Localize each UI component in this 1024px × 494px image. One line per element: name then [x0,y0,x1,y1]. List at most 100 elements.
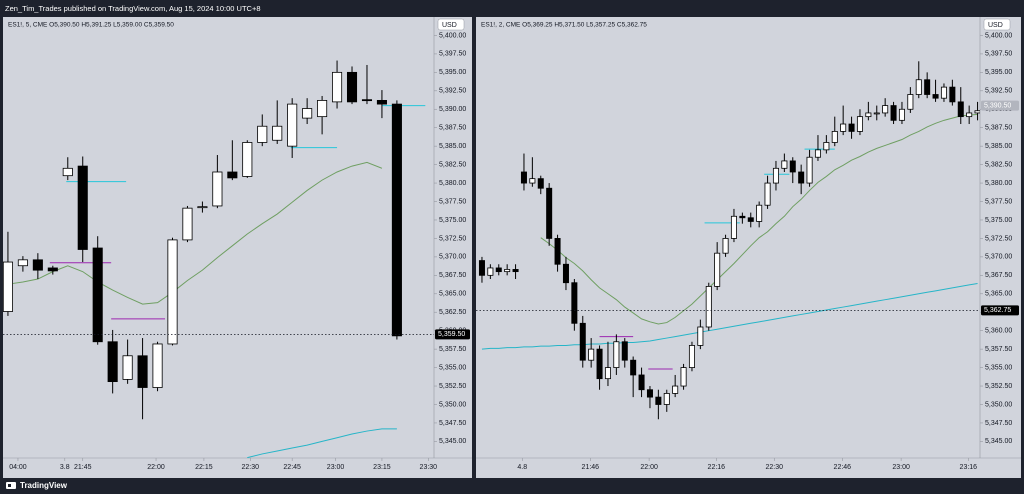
candle-body [529,178,536,184]
candle-body [302,108,313,119]
y-tick-label: 5,360.00 [985,328,1012,335]
candle-body [898,108,905,121]
y-tick-label: 5,365.00 [439,291,466,298]
currency-label: USD [988,22,1003,29]
y-tick-label: 5,375.00 [439,217,466,224]
y-tick-label: 5,382.50 [439,161,466,168]
y-tick-label: 5,387.50 [985,125,1012,132]
candle-body [932,94,939,99]
candle-body [613,341,620,368]
y-tick-label: 5,350.00 [985,401,1012,408]
header-text: Zen_Tim_Trades published on TradingView.… [5,4,261,13]
candle-body [714,252,721,287]
candle-body [856,116,863,132]
currency-label: USD [442,22,457,29]
price-label-box [435,329,470,340]
y-tick-label: 5,367.50 [985,272,1012,279]
candle-body [873,112,880,115]
candle-body [756,204,763,222]
candle-body [137,355,148,388]
plot-background [476,17,980,458]
candle-body [663,393,670,405]
y-tick-label: 5,362.50 [439,309,466,316]
y-tick-label: 5,385.00 [439,143,466,150]
y-tick-label: 5,352.50 [439,383,466,390]
moving-average [540,113,978,325]
candle-body [722,238,729,254]
y-tick-label: 5,345.00 [985,438,1012,445]
price-label-box [981,305,1019,316]
candle-body [47,267,58,272]
y-tick-label: 5,352.50 [985,383,1012,390]
candle-body [546,187,553,239]
candle-body [182,207,193,241]
x-tick-label: 22:16 [708,464,726,471]
candle-body [907,94,914,110]
footer-text: TradingView [20,481,68,490]
x-tick-label: 23:15 [373,464,391,471]
candle-body [915,79,922,95]
x-tick-label: 22:00 [640,464,658,471]
chart-panel: 5,345.00 5,347.50 5,350.00 5,352.50 5,355.00… [3,17,472,478]
y-tick-label: 5,377.50 [439,198,466,205]
candle-body [376,100,387,105]
x-tick-label: 22:30 [766,464,784,471]
y-tick-label: 5,395.00 [439,69,466,76]
candle-body [840,123,847,132]
candle-body [772,167,779,184]
candle-body [680,367,687,387]
y-tick-label: 5,357.50 [985,346,1012,353]
candle-body [672,385,679,394]
y-tick-label: 5,382.50 [985,161,1012,168]
candle-body [739,215,746,219]
y-tick-label: 5,395.00 [985,69,1012,76]
candle-body [705,285,712,328]
price-label: 5,362.75 [984,307,1011,314]
candle-body [630,359,637,376]
candle-body [957,101,964,118]
candle-body [823,142,830,151]
candle-body [655,396,662,405]
x-tick-label: 3.8 [60,464,70,471]
candle-body [571,282,578,324]
y-tick-label: 5,392.50 [985,88,1012,95]
y-tick-label: 5,355.00 [439,364,466,371]
candle-body [848,123,855,132]
candle-body [974,110,980,114]
y-tick-label: 5,370.00 [985,254,1012,261]
x-tick-label: 23:16 [960,464,978,471]
candle-body [604,367,611,380]
candle-body [638,374,645,391]
x-tick-label: 4.8 [517,464,527,471]
y-tick-label: 5,392.50 [439,88,466,95]
candle-body [688,345,695,368]
y-tick-label: 5,400.00 [439,32,466,39]
candle-body [495,267,502,273]
candle-body [554,238,561,265]
time-axis [476,458,1021,478]
candle-body [940,86,947,99]
y-tick-label: 5,400.00 [985,32,1012,39]
candle-body [227,171,238,179]
price-label: 5,390.50 [984,102,1011,109]
x-tick-label: 23:00 [892,464,910,471]
currency-button [983,18,1011,31]
candle-body [789,160,796,173]
candle-body [924,79,931,95]
candle-body [764,182,771,206]
candle-body [107,341,118,383]
candle-body [588,348,595,361]
candle-body [621,341,628,361]
candle-body [478,260,485,276]
currency-button [437,18,465,31]
y-tick-label: 5,367.50 [439,272,466,279]
candle-body [122,355,133,380]
plot-area [478,61,980,420]
price-label: 5,359.50 [438,331,465,338]
candle-body [646,389,653,398]
candle-body [62,167,73,177]
x-tick-label: 22:46 [834,464,852,471]
y-tick-label: 5,387.50 [439,125,466,132]
